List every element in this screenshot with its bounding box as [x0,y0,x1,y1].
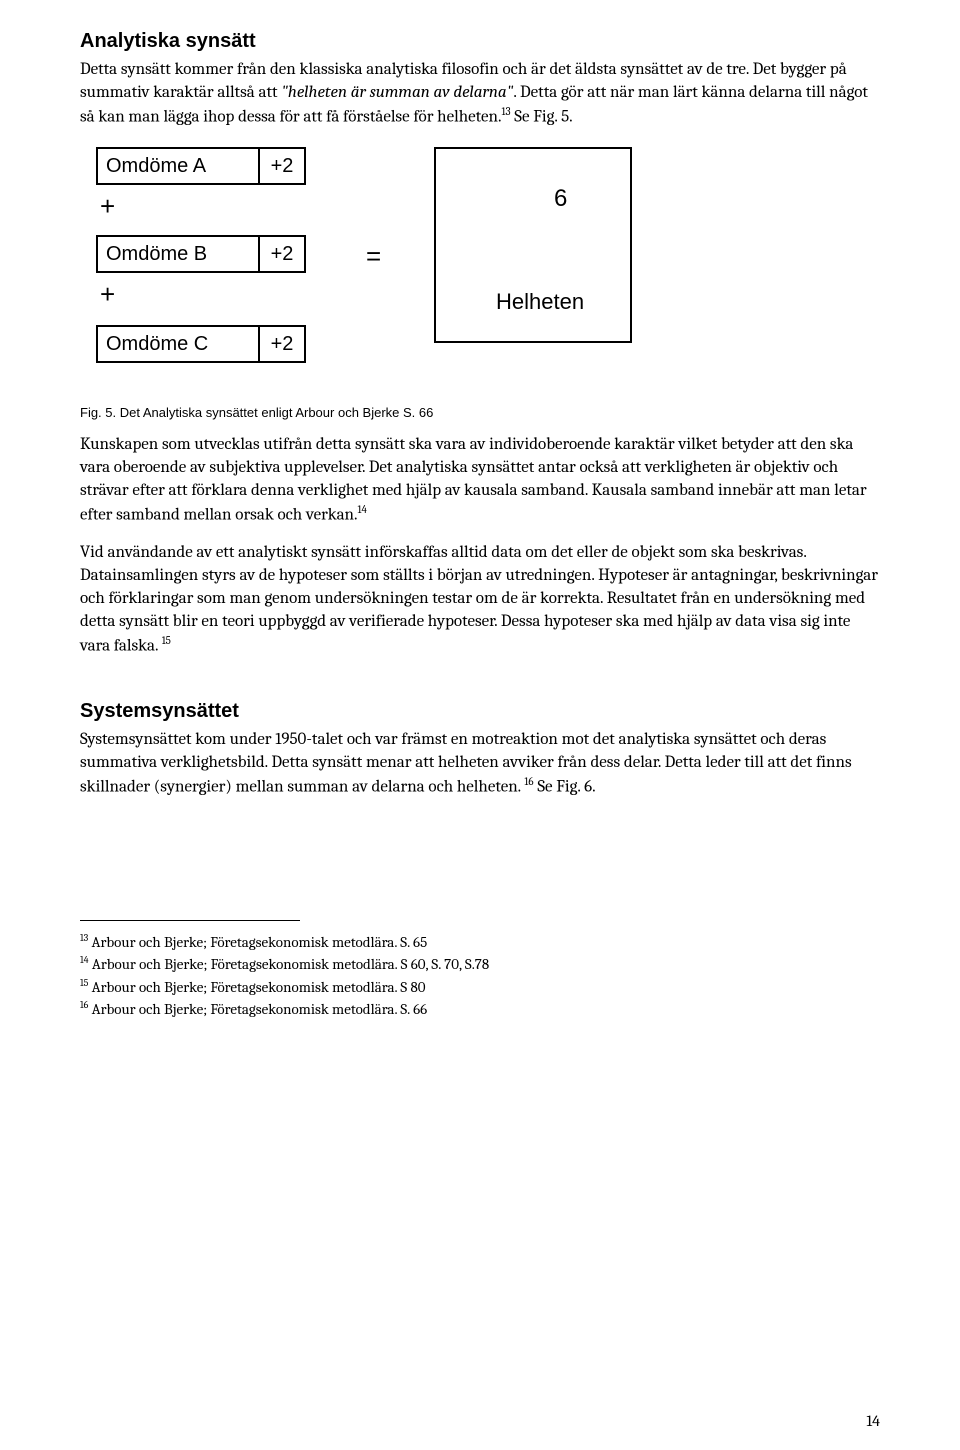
omdome-box-2: Omdöme C+2 [96,325,306,363]
para-2-text: Kunskapen som utvecklas utifrån detta sy… [80,435,867,524]
omdome-box-0: Omdöme A+2 [96,147,306,185]
heading-system: Systemsynsättet [80,700,880,723]
footnote-separator [80,920,300,921]
para-4-text-b: Se Fig. 6. [534,778,596,797]
footnote-text-13: Arbour och Bjerke; Företagsekonomisk met… [88,933,427,951]
equals-sign: = [366,241,381,272]
omdome-box-1: Omdöme B+2 [96,235,306,273]
heading-analytiska: Analytiska synsätt [80,30,880,53]
omdome-label-2: Omdöme C [98,333,258,356]
para-3-text: Vid användande av ett analytiskt synsätt… [80,543,878,655]
footnote-ref-15: 15 [162,634,171,647]
figure-5-caption: Fig. 5. Det Analytiska synsättet enligt … [80,405,880,420]
omdome-value-0: +2 [258,149,304,183]
omdome-value-1: +2 [258,237,304,271]
figure-5: Omdöme A+2Omdöme B+2Omdöme C+2++=6Helhet… [80,143,880,420]
footnote-ref-13: 13 [501,105,510,118]
spacer [80,672,880,700]
para-1: Detta synsätt kommer från den klassiska … [80,59,880,129]
para-4: Systemsynsättet kom under 1950-talet och… [80,729,880,799]
para-2: Kunskapen som utvecklas utifrån detta sy… [80,434,880,527]
page: Analytiska synsätt Detta synsätt kommer … [0,0,960,1450]
diagram-analytic: Omdöme A+2Omdöme B+2Omdöme C+2++=6Helhet… [80,143,720,383]
footnote-15: 15 Arbour och Bjerke; Företagsekonomisk … [80,976,880,999]
page-number: 14 [866,1412,880,1430]
footnote-text-14: Arbour och Bjerke; Företagsekonomisk met… [89,955,490,973]
omdome-label-0: Omdöme A [98,155,258,178]
para-1-quote: "helheten är summan av delarna" [281,83,513,102]
helheten-box: 6 Helheten [434,147,632,343]
helheten-value: 6 [554,185,567,213]
footnote-text-16: Arbour och Bjerke; Företagsekonomisk met… [88,1000,427,1018]
footnote-ref-16: 16 [524,775,533,788]
omdome-value-2: +2 [258,327,304,361]
plus-sign-0: + [100,191,115,222]
para-3: Vid användande av ett analytiskt synsätt… [80,542,880,658]
footnote-13: 13 Arbour och Bjerke; Företagsekonomisk … [80,931,880,954]
omdome-label-1: Omdöme B [98,243,258,266]
helheten-label: Helheten [496,289,584,315]
para-4-text-a: Systemsynsättet kom under 1950-talet och… [80,730,852,797]
footnotes-block: 13 Arbour och Bjerke; Företagsekonomisk … [80,931,880,1021]
para-1-text-c: Se Fig. 5. [511,108,573,127]
footnote-text-15: Arbour och Bjerke; Företagsekonomisk met… [88,978,425,996]
footnote-num-13: 13 [80,932,88,944]
footnote-ref-14: 14 [358,503,367,516]
plus-sign-1: + [100,279,115,310]
footnote-14: 14 Arbour och Bjerke; Företagsekonomisk … [80,953,880,976]
footnote-16: 16 Arbour och Bjerke; Företagsekonomisk … [80,998,880,1021]
footnote-num-14: 14 [80,954,89,966]
